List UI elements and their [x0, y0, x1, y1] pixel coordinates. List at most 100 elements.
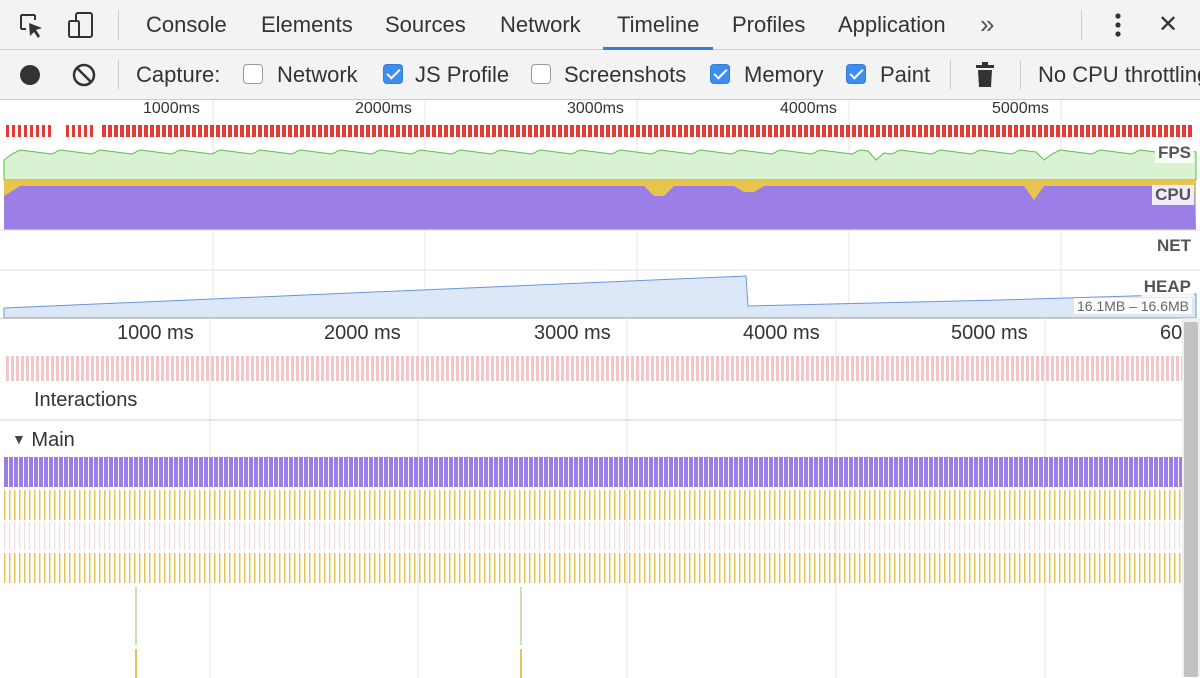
screenshots-checkbox[interactable] — [531, 64, 551, 84]
trash-icon[interactable] — [974, 62, 996, 88]
painting-event — [864, 522, 866, 550]
rendering-event — [1109, 553, 1111, 583]
fps-red-frame — [1068, 125, 1072, 137]
rendering-event — [59, 490, 61, 520]
painting-event — [539, 522, 541, 550]
screenshots-checkbox-label[interactable]: Screenshots — [564, 62, 687, 87]
network-checkbox-label[interactable]: Network — [277, 62, 358, 87]
flame-chart[interactable]: 1000 ms 2000 ms 3000 ms 4000 ms 5000 ms … — [0, 318, 1182, 678]
scripting-event — [39, 457, 43, 487]
rendering-event — [664, 553, 666, 583]
cpu-throttling-select[interactable]: No CPU throttling — [1038, 62, 1200, 87]
record-icon[interactable] — [19, 64, 41, 86]
triangle-down-icon[interactable]: ▼ — [12, 431, 26, 447]
rendering-event — [489, 553, 491, 583]
rendering-event — [289, 553, 291, 583]
rendering-event — [254, 553, 256, 583]
fps-red-frame — [810, 125, 814, 137]
frame-bar — [81, 356, 84, 381]
tab-elements[interactable]: Elements — [261, 12, 353, 37]
rendering-event — [89, 490, 91, 520]
tab-console[interactable]: Console — [146, 12, 227, 37]
scripting-event — [324, 457, 328, 487]
painting-event — [64, 522, 66, 550]
heap-area — [3, 275, 1197, 318]
fps-red-frame — [300, 125, 304, 137]
rendering-event — [304, 490, 306, 520]
rendering-event — [219, 490, 221, 520]
frame-bar — [1091, 356, 1094, 381]
tab-profiles[interactable]: Profiles — [732, 12, 806, 37]
paint-checkbox-label[interactable]: Paint — [880, 62, 931, 87]
rendering-event — [944, 490, 946, 520]
rendering-event — [859, 553, 861, 583]
scripting-event — [274, 457, 278, 487]
inspect-element-icon[interactable] — [18, 12, 46, 40]
js-profile-checkbox-label[interactable]: JS Profile — [415, 62, 510, 87]
painting-event — [679, 522, 681, 550]
painting-event — [264, 522, 266, 550]
painting-event — [499, 522, 501, 550]
painting-event — [584, 522, 586, 550]
scripting-event — [594, 457, 598, 487]
tab-application[interactable]: Application — [838, 12, 946, 37]
rendering-event — [14, 490, 16, 520]
rendering-event — [1049, 490, 1051, 520]
memory-checkbox-label[interactable]: Memory — [744, 62, 824, 87]
js-profile-checkbox[interactable] — [383, 64, 403, 84]
painting-event — [164, 522, 166, 550]
chevron-double-right-icon[interactable]: » — [980, 9, 995, 39]
rendering-event — [234, 490, 236, 520]
memory-checkbox[interactable] — [710, 64, 730, 84]
scripting-event — [494, 457, 498, 487]
scripting-event — [444, 457, 448, 487]
clear-icon[interactable] — [72, 63, 96, 87]
timeline-overview[interactable]: 1000ms 2000ms 3000ms 4000ms 5000ms FPS C… — [0, 100, 1200, 318]
tab-sources[interactable]: Sources — [385, 12, 466, 37]
rendering-event — [1119, 553, 1121, 583]
painting-event — [829, 522, 831, 550]
fps-red-frame — [1062, 125, 1066, 137]
painting-event — [24, 522, 26, 550]
fps-red-frame — [354, 125, 358, 137]
painting-event — [439, 522, 441, 550]
painting-event — [254, 522, 256, 550]
rendering-event — [1074, 553, 1076, 583]
scrollbar-thumb[interactable] — [1184, 322, 1198, 677]
rendering-event — [969, 490, 971, 520]
interactions-label: Interactions — [34, 389, 138, 411]
scripting-event — [479, 457, 483, 487]
painting-event — [14, 522, 16, 550]
fps-red-frame — [372, 125, 376, 137]
paint-checkbox[interactable] — [846, 64, 866, 84]
rendering-event — [1124, 553, 1126, 583]
rendering-event — [789, 490, 791, 520]
painting-event — [29, 522, 31, 550]
tab-timeline[interactable]: Timeline — [602, 0, 714, 50]
scripting-event — [74, 457, 78, 487]
fps-red-frame — [720, 125, 724, 137]
rendering-event — [1054, 490, 1056, 520]
frame-bar — [886, 356, 889, 381]
painting-event — [769, 522, 771, 550]
frame-bar — [546, 356, 549, 381]
scripting-event — [514, 457, 518, 487]
network-checkbox[interactable] — [243, 64, 263, 84]
main-thread-header[interactable]: ▼ Main — [12, 429, 75, 452]
tab-network[interactable]: Network — [500, 12, 581, 37]
scripting-event — [464, 457, 468, 487]
fps-red-frame — [894, 125, 898, 137]
frame-bar — [431, 356, 434, 381]
device-mode-icon[interactable] — [66, 10, 96, 40]
painting-event — [779, 522, 781, 550]
rendering-event — [539, 490, 541, 520]
frame-bar — [916, 356, 919, 381]
fps-red-frame — [450, 125, 454, 137]
scripting-event — [489, 457, 493, 487]
close-icon[interactable]: ✕ — [1158, 11, 1179, 38]
vertical-scrollbar[interactable] — [1182, 318, 1200, 677]
fps-red-frame — [774, 125, 778, 137]
vertical-dots-icon[interactable] — [1108, 12, 1128, 38]
fps-red-frame — [804, 125, 808, 137]
painting-event — [844, 522, 846, 550]
